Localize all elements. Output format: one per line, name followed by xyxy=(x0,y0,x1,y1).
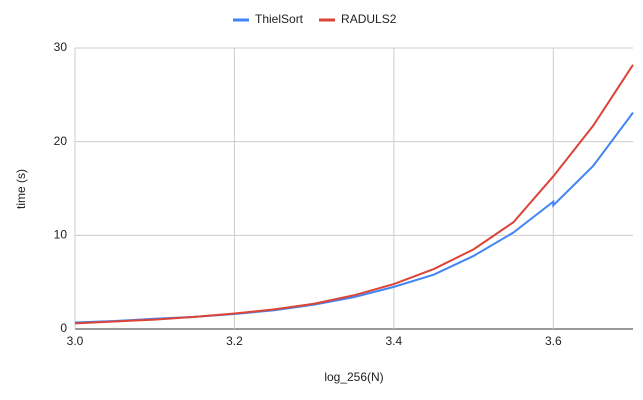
legend-label: RADULS2 xyxy=(341,12,397,26)
x-axis-title: log_256(N) xyxy=(324,370,383,384)
series-line xyxy=(74,112,634,324)
y-tick-label: 20 xyxy=(54,134,68,148)
y-axis-title: time (s) xyxy=(14,169,28,209)
series-line xyxy=(74,64,634,325)
x-tick-label: 3.2 xyxy=(226,334,243,348)
x-tick-label: 3.4 xyxy=(386,334,403,348)
y-tick-label: 0 xyxy=(60,321,67,335)
y-tick-label: 10 xyxy=(54,228,68,242)
x-tick-label: 3.0 xyxy=(67,334,84,348)
x-tick-label: 3.6 xyxy=(545,334,562,348)
y-tick-label: 30 xyxy=(54,40,68,54)
legend-label: ThielSort xyxy=(255,12,304,26)
